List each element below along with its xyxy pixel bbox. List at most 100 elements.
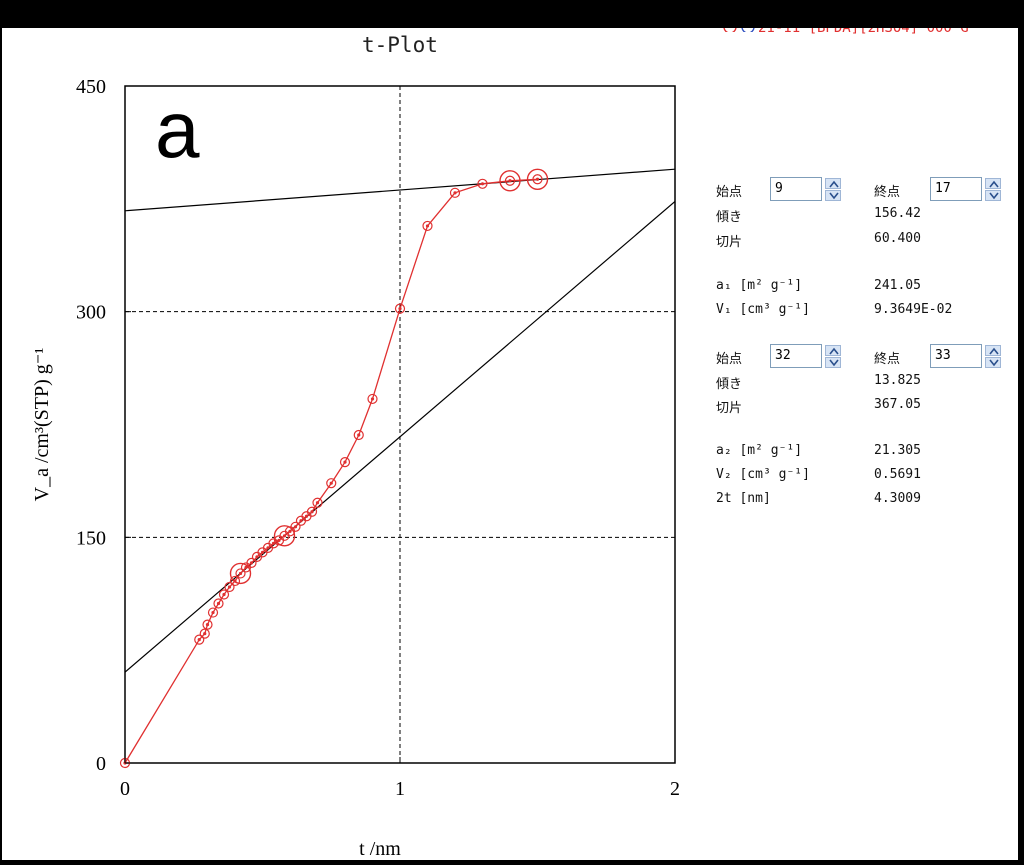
fit2-slope-value: 13.825 xyxy=(874,373,921,388)
data-point xyxy=(194,634,205,645)
data-point xyxy=(449,187,461,198)
data-point-center xyxy=(216,601,221,606)
fit2-slope-label: 傾き xyxy=(716,377,743,392)
fit1-start-spinner[interactable]: 9 xyxy=(770,177,841,201)
data-point-center xyxy=(310,510,314,514)
data-point-center xyxy=(238,571,243,576)
chevron-up-icon xyxy=(829,180,839,188)
data-point xyxy=(290,521,301,532)
chevron-up-icon xyxy=(989,180,999,188)
fit1-start-value[interactable]: 9 xyxy=(775,181,783,196)
x-tick-label: 2 xyxy=(670,778,680,800)
fit1-start-down-button[interactable] xyxy=(825,190,841,201)
fit2-intercept-label: 切片 xyxy=(716,401,743,416)
fit2-a-value: 21.305 xyxy=(874,443,921,458)
fit1-end-value[interactable]: 17 xyxy=(935,181,951,196)
data-point xyxy=(367,393,378,405)
data-point-center xyxy=(480,182,485,186)
fit2-t-label: 2t [nm] xyxy=(716,491,771,506)
data-point xyxy=(207,607,219,618)
data-point xyxy=(422,220,433,232)
legend-text: 21-11 [BPDA][2HSO4] 000 G xyxy=(758,28,969,36)
data-point-center xyxy=(222,592,226,597)
fit2-t-value: 4.3009 xyxy=(874,491,921,506)
data-point-center xyxy=(357,433,361,437)
data-point-center xyxy=(271,541,276,545)
fit2-start-spinner[interactable]: 32 xyxy=(770,344,841,368)
series-line xyxy=(124,178,538,764)
data-point-center xyxy=(227,585,232,589)
x-tick-label: 1 xyxy=(395,778,405,800)
fit2-start-down-button[interactable] xyxy=(825,357,841,368)
x-tick-label: 0 xyxy=(120,778,130,800)
data-point-center xyxy=(197,638,201,642)
fit1-a-label: a₁ [m² g⁻¹] xyxy=(716,278,803,293)
data-point-center xyxy=(288,529,292,533)
data-point-center xyxy=(244,565,248,570)
fit1-end-down-button[interactable] xyxy=(985,190,1001,201)
fit2-end-value[interactable]: 33 xyxy=(935,348,951,363)
data-point xyxy=(218,589,230,600)
data-point-center xyxy=(508,179,512,183)
chevron-down-icon xyxy=(829,359,839,367)
data-point-center xyxy=(277,538,281,542)
data-point xyxy=(202,619,213,630)
data-point-center xyxy=(255,555,259,559)
fit1-slope-label: 傾き xyxy=(716,210,743,225)
chart-title: t-Plot xyxy=(362,33,438,57)
fit1-start-label: 始点 xyxy=(716,185,743,200)
data-point-center xyxy=(260,550,265,554)
y-axis-label: V_a /cm³(STP) g⁻¹ xyxy=(31,348,53,502)
data-point xyxy=(229,575,241,587)
data-point-center xyxy=(203,632,207,636)
data-point-center xyxy=(304,514,309,518)
fit2-v-label: V₂ [cm³ g⁻¹] xyxy=(716,467,810,482)
chevron-down-icon xyxy=(989,359,999,367)
fit2-end-spinner[interactable]: 33 xyxy=(930,344,1001,368)
chevron-up-icon xyxy=(829,347,839,355)
data-point-center xyxy=(453,191,457,195)
fit1-end-spinner[interactable]: 17 xyxy=(930,177,1001,201)
data-point xyxy=(312,497,323,508)
fit1-a-value: 241.05 xyxy=(874,278,921,293)
data-point xyxy=(224,581,235,593)
fit1-end-label: 終点 xyxy=(874,185,901,200)
data-point xyxy=(353,429,364,441)
fit1-start-up-button[interactable] xyxy=(825,178,841,189)
fit1-slope-value: 156.42 xyxy=(874,206,921,221)
data-point xyxy=(477,178,488,189)
fit2-a-label: a₂ [m² g⁻¹] xyxy=(716,443,803,458)
fit2-start-value[interactable]: 32 xyxy=(775,348,791,363)
fit1-v-label: V₁ [cm³ g⁻¹] xyxy=(716,302,810,317)
fit2-start-up-button[interactable] xyxy=(825,345,841,356)
data-point xyxy=(326,478,337,489)
data-point xyxy=(504,175,516,186)
fit2-v-value: 0.5691 xyxy=(874,467,921,482)
data-point xyxy=(213,598,224,609)
data-point xyxy=(246,557,257,569)
panel-letter: a xyxy=(155,85,200,174)
fit2-intercept-value: 367.05 xyxy=(874,397,921,412)
y-tick-label: 0 xyxy=(96,753,106,775)
data-point-center xyxy=(249,561,254,565)
data-point-center xyxy=(398,307,402,311)
data-point xyxy=(199,628,210,639)
data-point-center xyxy=(205,622,210,627)
data-point-center xyxy=(299,519,303,523)
data-point xyxy=(339,457,351,468)
chevron-down-icon xyxy=(829,192,839,200)
fit1-end-up-button[interactable] xyxy=(985,178,1001,189)
highlighted-point xyxy=(273,525,296,547)
y-tick-label: 150 xyxy=(76,527,106,549)
data-point-center xyxy=(293,525,298,529)
fit1-intercept-label: 切片 xyxy=(716,235,743,250)
fit2-end-down-button[interactable] xyxy=(985,357,1001,368)
chevron-down-icon xyxy=(989,192,999,200)
fit2-end-up-button[interactable] xyxy=(985,345,1001,356)
fit1-v-value: 9.3649E-02 xyxy=(874,302,953,317)
fit2-start-label: 始点 xyxy=(716,352,743,367)
y-tick-label: 300 xyxy=(76,302,106,324)
fit2-end-label: 終点 xyxy=(874,352,901,367)
data-point-center xyxy=(329,481,333,485)
